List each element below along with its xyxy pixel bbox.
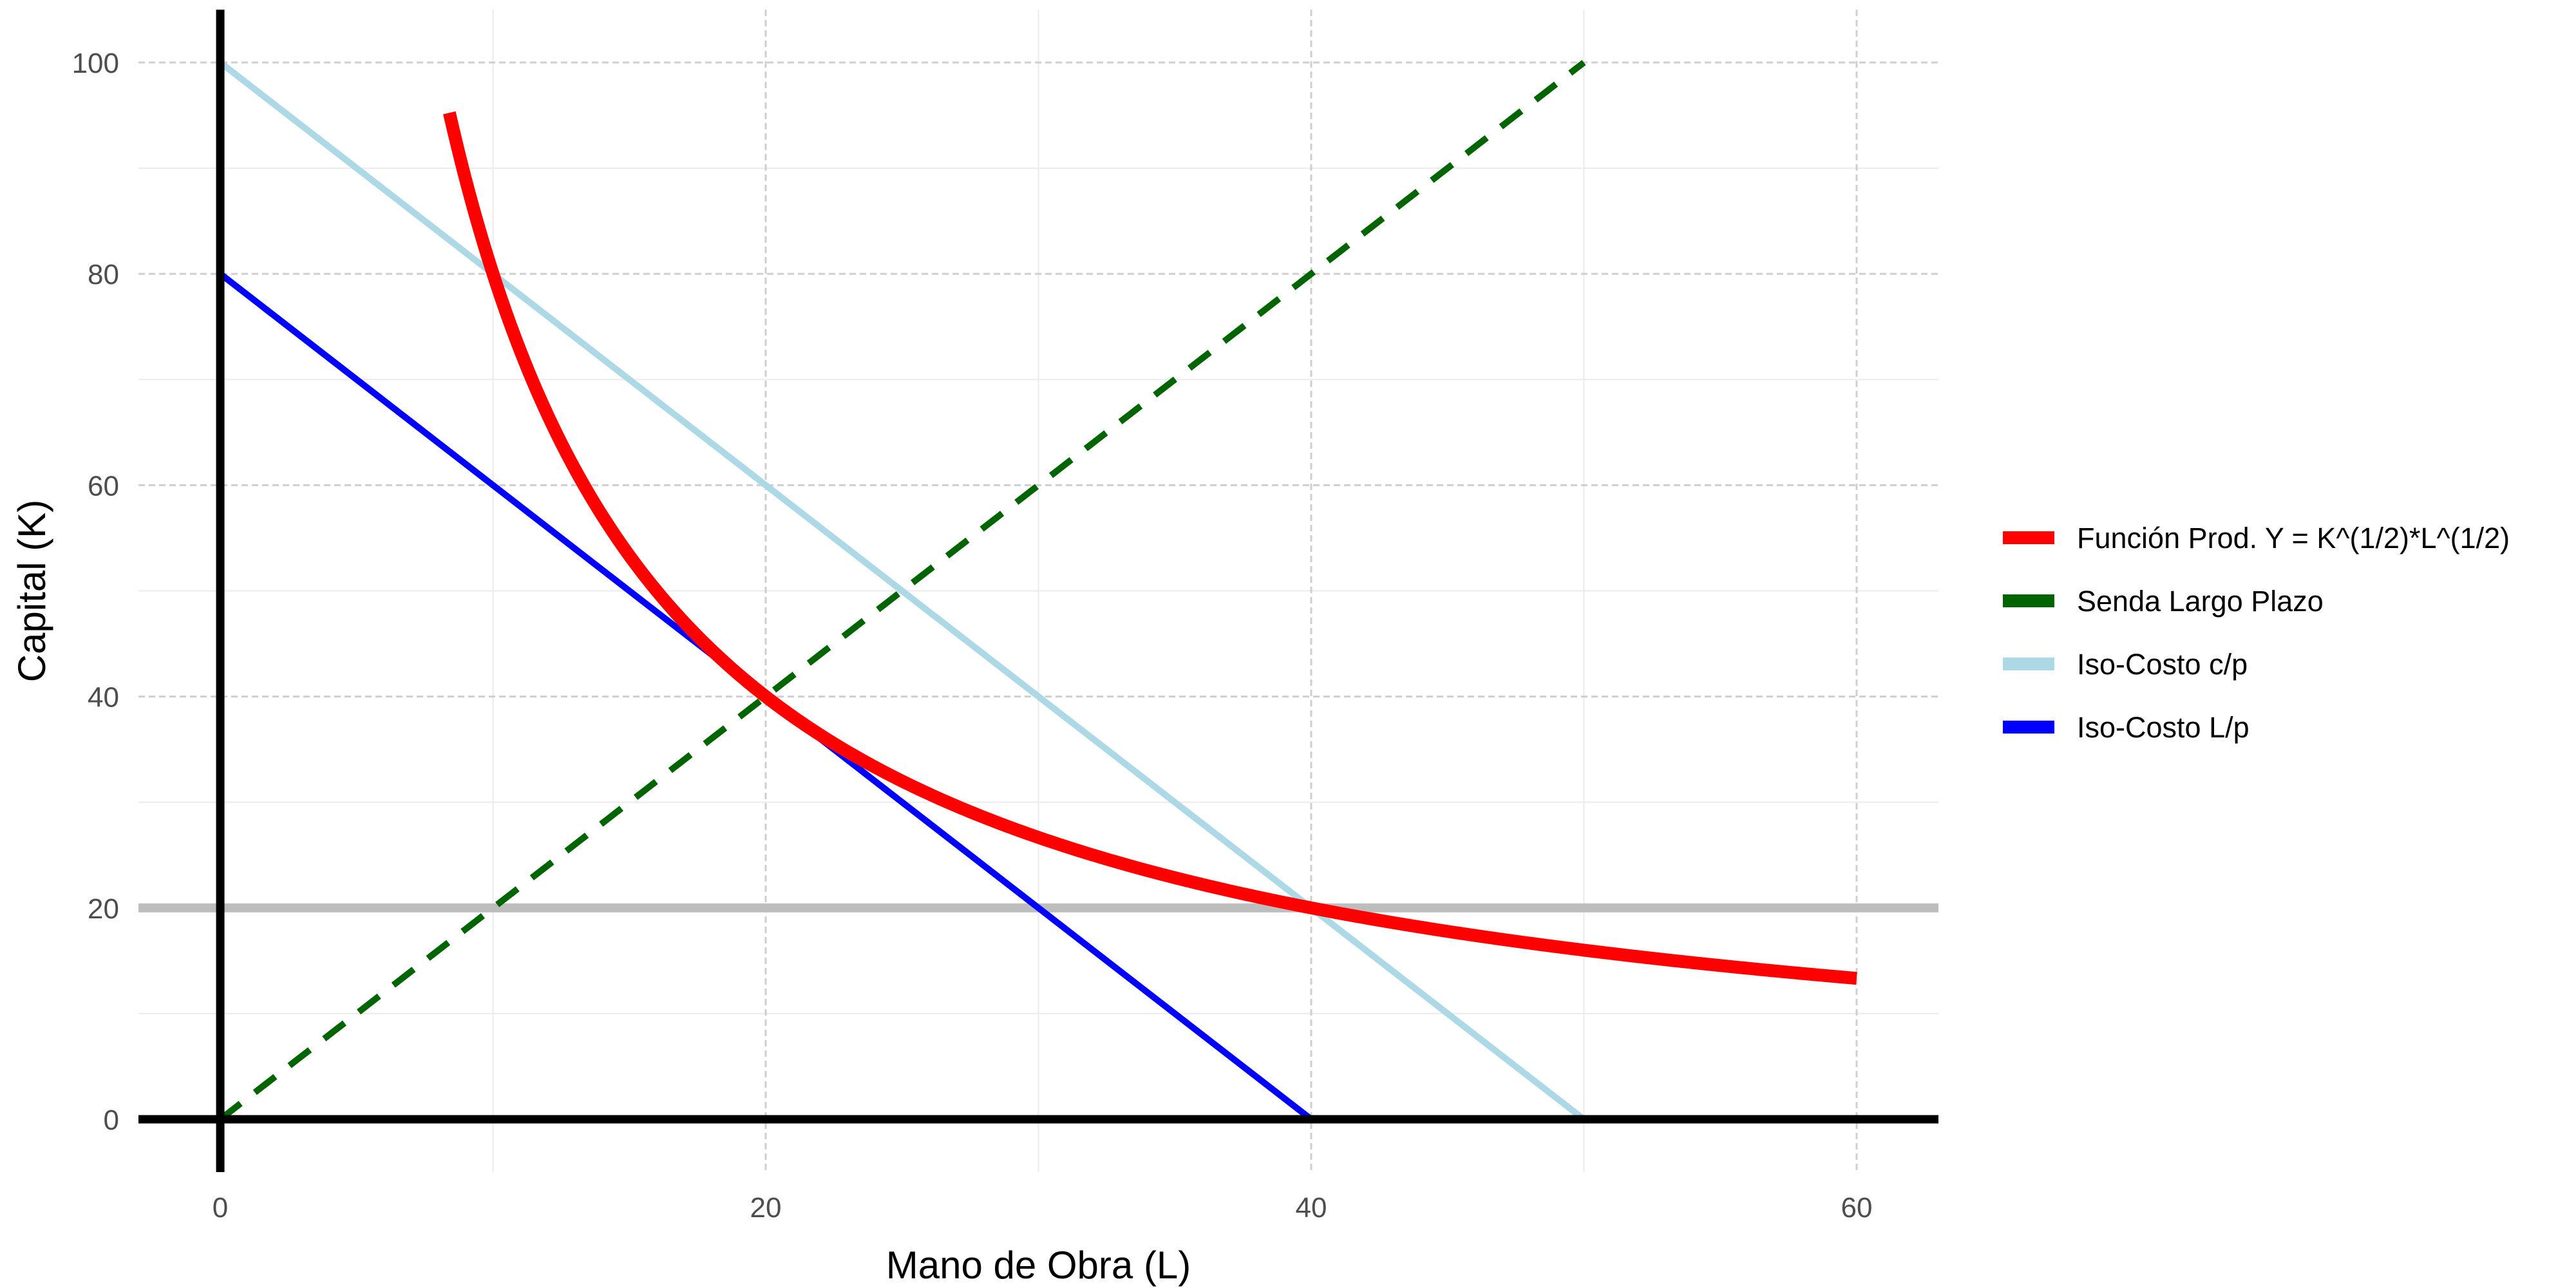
legend-label-1: Senda Largo Plazo [2077, 585, 2324, 618]
legend-label-0: Función Prod. Y = K^(1/2)*L^(1/2) [2077, 522, 2510, 554]
y-tick-label: 0 [104, 1104, 119, 1136]
x-axis-title: Mano de Obra (L) [886, 1244, 1191, 1287]
grid-minor [138, 10, 1938, 1172]
x-tick-label: 20 [750, 1192, 782, 1224]
tick-labels: 0 20 40 60 0 20 40 60 80 100 [72, 48, 1873, 1224]
series-line-0 [443, 111, 1859, 985]
y-axis-title: Capital (K) [10, 500, 53, 682]
legend-label-2: Iso-Costo c/p [2077, 648, 2248, 681]
axis-layer [138, 10, 1938, 1172]
y-tick-label: 40 [88, 682, 119, 714]
y-tick-label: 100 [72, 48, 119, 79]
y-tick-label: 80 [88, 259, 119, 290]
x-tick-label: 0 [213, 1192, 228, 1224]
x-tick-label: 40 [1296, 1192, 1327, 1224]
series-layer [218, 60, 1859, 1122]
legend: Función Prod. Y = K^(1/2)*L^(1/2) Senda L… [2003, 522, 2510, 744]
y-tick-label: 20 [88, 893, 119, 925]
legend-label-3: Iso-Costo L/p [2077, 711, 2249, 744]
x-tick-label: 60 [1841, 1192, 1872, 1224]
series-line-2 [218, 60, 1586, 1122]
y-tick-label: 60 [88, 470, 119, 502]
series-line-1 [218, 60, 1586, 1122]
